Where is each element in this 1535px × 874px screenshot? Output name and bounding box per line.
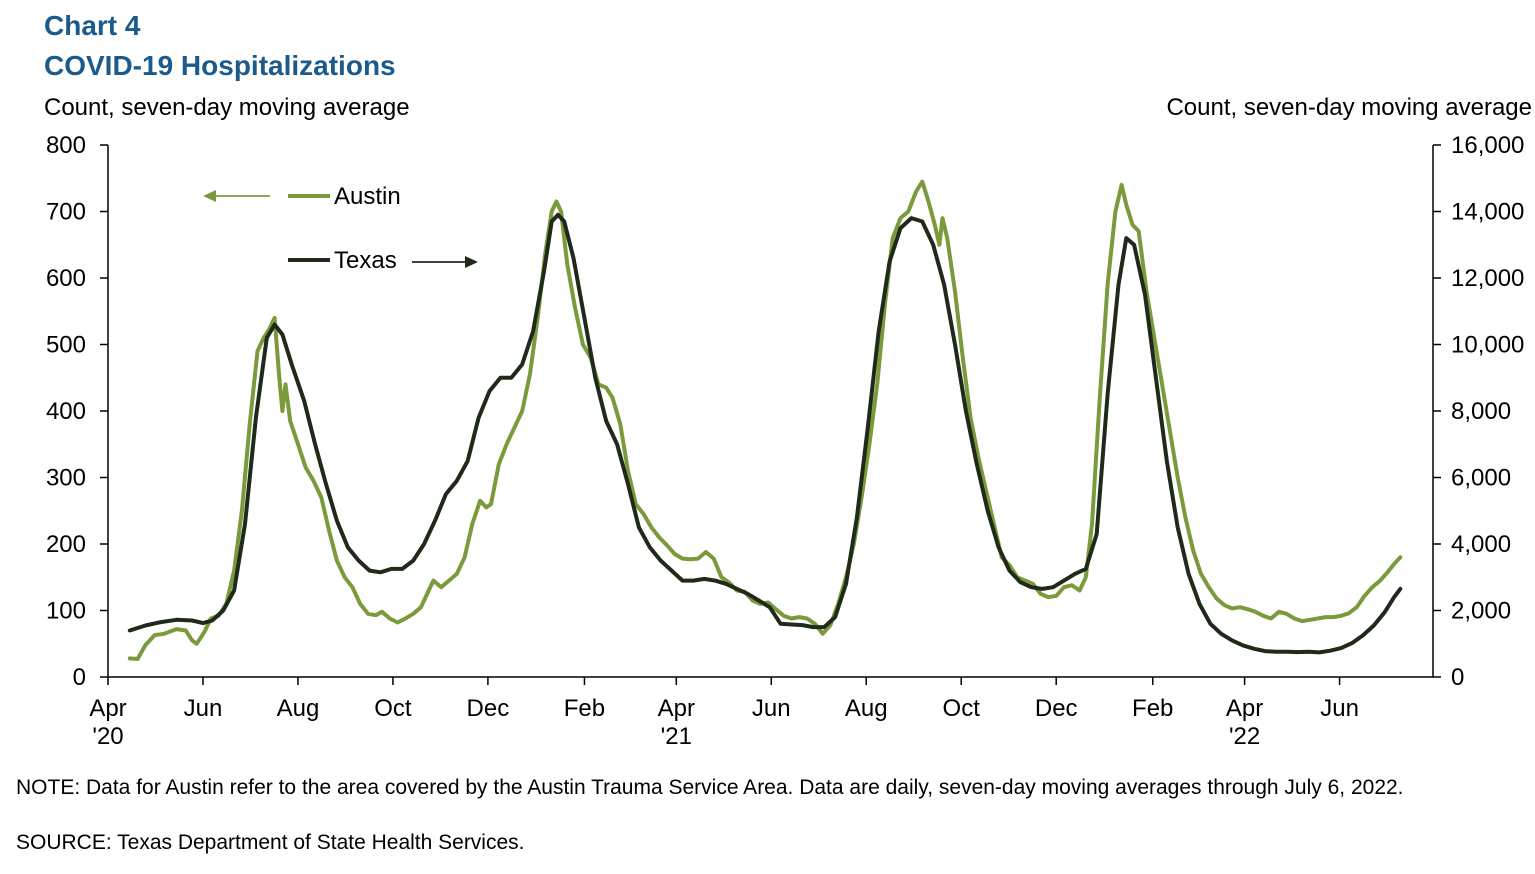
x-tick-year-label: '22 (1229, 723, 1260, 750)
x-tick-label: Oct (374, 695, 412, 722)
series-lines (127, 179, 1403, 661)
y-tick-right-label: 12,000 (1451, 265, 1524, 292)
y-axis-right-label: Count, seven-day moving average (1166, 94, 1532, 121)
x-tick-year-label: '21 (661, 723, 692, 750)
chart-number: Chart 4 (44, 10, 141, 41)
x-tick-label: Apr (658, 695, 695, 722)
y-tick-right-label: 14,000 (1451, 199, 1524, 226)
x-tick-label: Aug (845, 695, 888, 722)
x-tick-label: Feb (564, 695, 605, 722)
y-tick-left-label: 700 (46, 199, 86, 226)
y-tick-right-label: 8,000 (1451, 398, 1511, 425)
y-tick-right-label: 2,000 (1451, 598, 1511, 625)
chart-source: SOURCE: Texas Department of State Health… (16, 831, 525, 854)
x-tick-year-label: '20 (92, 723, 123, 750)
x-tick-label: Dec (1035, 695, 1078, 722)
y-tick-left-label: 600 (46, 265, 86, 292)
x-tick-label: Jun (1320, 695, 1359, 722)
y-tick-left-label: 500 (46, 332, 86, 359)
legend: Austin Texas (203, 183, 478, 274)
x-tick-label: Dec (467, 695, 510, 722)
y-tick-right-label: 4,000 (1451, 531, 1511, 558)
series-line-austin (127, 179, 1403, 661)
chart-title: COVID-19 Hospitalizations (44, 50, 396, 81)
chart-note: NOTE: Data for Austin refer to the area … (16, 776, 1404, 799)
x-tick-label: Aug (277, 695, 320, 722)
y-tick-left-label: 100 (46, 598, 86, 625)
legend-texas-arrow-head (465, 256, 478, 268)
y-tick-left-label: 300 (46, 465, 86, 492)
y-axis-left-label: Count, seven-day moving average (44, 94, 410, 121)
y-tick-left-label: 0 (73, 664, 86, 691)
x-tick-label: Apr (1226, 695, 1263, 722)
y-tick-right-label: 6,000 (1451, 465, 1511, 492)
x-tick-label: Jun (184, 695, 223, 722)
x-tick-label: Feb (1132, 695, 1173, 722)
y-tick-right-label: 10,000 (1451, 332, 1524, 359)
x-tick-label: Jun (752, 695, 791, 722)
y-tick-left-label: 800 (46, 132, 86, 159)
legend-texas-label: Texas (334, 247, 397, 274)
y-tick-right-label: 0 (1451, 664, 1464, 691)
x-tick-label: Apr (89, 695, 126, 722)
legend-austin-label: Austin (334, 183, 401, 210)
series-line-texas (127, 212, 1403, 655)
y-tick-right-label: 16,000 (1451, 132, 1524, 159)
legend-austin-arrow-head (203, 190, 216, 202)
y-tick-left-label: 400 (46, 398, 86, 425)
x-tick-label: Oct (943, 695, 981, 722)
axes: 0 100 200 300 400 500 600 700 800 0 2,000 4,000 6,00… (46, 132, 1524, 750)
y-tick-left-label: 200 (46, 531, 86, 558)
